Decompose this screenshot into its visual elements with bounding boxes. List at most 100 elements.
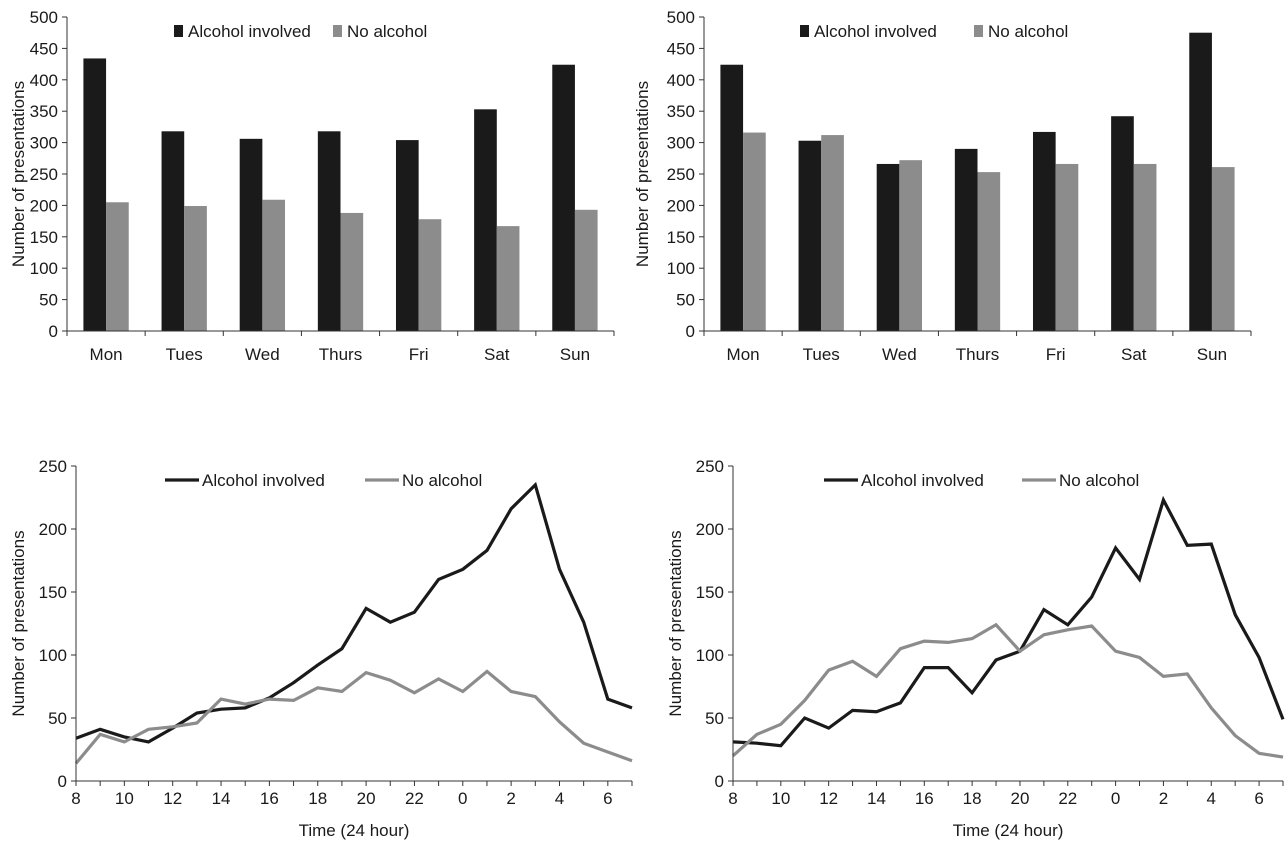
x-tick-label: 6	[603, 789, 612, 808]
x-tick-label: Mon	[90, 345, 123, 364]
bar-no-alcohol-thurs	[977, 172, 1001, 331]
bar-alcohol-involved-sat	[474, 109, 497, 331]
y-tick-label: 350	[667, 102, 695, 121]
x-tick-label: Fri	[1046, 345, 1066, 364]
x-tick-label: Sun	[560, 345, 590, 364]
x-axis-title: Time (24 hour)	[953, 821, 1064, 840]
bar-alcohol-involved-mon	[720, 64, 744, 331]
y-tick-label: 400	[30, 71, 58, 90]
legend-swatch	[800, 25, 809, 37]
y-tick-label: 400	[667, 71, 695, 90]
y-tick-label: 100	[696, 646, 724, 665]
bar-no-alcohol-sun	[574, 209, 598, 331]
legend-label: No alcohol	[1059, 471, 1139, 490]
y-tick-label: 500	[30, 8, 58, 27]
bar-alcohol-involved-wed	[239, 138, 263, 331]
y-tick-label: 300	[667, 134, 695, 153]
legend-swatch	[174, 25, 183, 37]
x-tick-label: 16	[915, 789, 934, 808]
y-tick-label: 200	[39, 520, 67, 539]
y-tick-label: 50	[48, 709, 67, 728]
legend-swatch	[333, 25, 342, 37]
x-tick-label: 10	[771, 789, 790, 808]
y-tick-label: 100	[39, 646, 67, 665]
y-tick-label: 200	[667, 196, 695, 215]
bar-alcohol-involved-mon	[83, 58, 107, 331]
bar-alcohol-involved-tues	[798, 140, 822, 331]
legend-label: Alcohol involved	[202, 471, 325, 490]
bar-alcohol-involved-thurs	[317, 131, 341, 331]
y-tick-label: 0	[686, 322, 695, 341]
x-tick-label: 0	[1111, 789, 1120, 808]
legend-item-alcohol-involved: Alcohol involved	[824, 471, 984, 490]
legend-item-no-alcohol: No alcohol	[365, 471, 482, 490]
x-tick-label: 16	[260, 789, 279, 808]
x-tick-label: 12	[163, 789, 182, 808]
legend-label: Alcohol involved	[861, 471, 984, 490]
y-tick-label: 50	[39, 291, 58, 310]
x-tick-label: Fri	[409, 345, 429, 364]
y-tick-label: 100	[30, 259, 58, 278]
y-axis-title: Number of presentations	[633, 81, 652, 267]
x-tick-label: 18	[308, 789, 327, 808]
y-axis-title: Number of presentations	[9, 530, 28, 716]
legend-swatch	[974, 25, 983, 37]
y-tick-label: 450	[667, 39, 695, 58]
x-tick-label: 14	[212, 789, 231, 808]
y-tick-label: 250	[30, 165, 58, 184]
x-tick-label: 18	[963, 789, 982, 808]
x-axis-title: Time (24 hour)	[299, 821, 410, 840]
y-tick-label: 0	[715, 772, 724, 791]
y-tick-label: 0	[49, 322, 58, 341]
y-tick-label: 150	[39, 583, 67, 602]
legend-item-alcohol-involved: Alcohol involved	[165, 471, 325, 490]
y-tick-label: 350	[30, 102, 58, 121]
line-series-no-alcohol	[731, 622, 1284, 759]
x-tick-label: 20	[1010, 789, 1029, 808]
y-tick-label: 200	[696, 520, 724, 539]
bar-alcohol-involved-fri	[395, 140, 419, 331]
line-series-no-alcohol	[74, 669, 633, 765]
chart-panel-1: 0 50 100 150 200 250 300 350 400 450 500 Number of …	[9, 8, 615, 364]
bar-alcohol-involved-thurs	[954, 148, 978, 331]
y-tick-label: 450	[30, 39, 58, 58]
x-tick-label: 2	[506, 789, 515, 808]
legend-item-no-alcohol: No alcohol	[1022, 471, 1139, 490]
x-tick-label: Mon	[727, 345, 760, 364]
bar-alcohol-involved-tues	[161, 131, 185, 331]
y-tick-label: 150	[30, 228, 58, 247]
bar-no-alcohol-fri	[418, 219, 442, 331]
legend-label: No alcohol	[988, 22, 1068, 41]
legend-item-alcohol-involved: Alcohol involved	[800, 22, 937, 41]
bar-no-alcohol-sat	[496, 226, 520, 331]
bar-alcohol-involved-sun	[552, 64, 575, 331]
x-tick-label: Tues	[166, 345, 203, 364]
x-tick-label: Wed	[245, 345, 280, 364]
legend-item-no-alcohol: No alcohol	[974, 22, 1068, 41]
x-tick-label: Sat	[1121, 345, 1147, 364]
y-tick-label: 150	[667, 228, 695, 247]
x-tick-label: 12	[819, 789, 838, 808]
bar-alcohol-involved-wed	[876, 163, 900, 331]
x-tick-label: 8	[728, 789, 737, 808]
legend-label: No alcohol	[347, 22, 427, 41]
x-tick-label: 10	[115, 789, 134, 808]
x-tick-label: 4	[555, 789, 564, 808]
bar-no-alcohol-sun	[1211, 167, 1235, 331]
bar-no-alcohol-thurs	[340, 212, 364, 331]
y-tick-label: 50	[676, 291, 695, 310]
x-tick-label: Wed	[882, 345, 917, 364]
y-tick-label: 250	[667, 165, 695, 184]
legend-item-alcohol-involved: Alcohol involved	[174, 22, 311, 41]
line-series-alcohol-involved	[732, 495, 1285, 748]
legend-label: Alcohol involved	[814, 22, 937, 41]
x-tick-label: 2	[1159, 789, 1168, 808]
y-tick-label: 250	[696, 457, 724, 476]
bar-no-alcohol-sat	[1133, 163, 1157, 331]
line-series-alcohol-involved	[75, 481, 633, 744]
x-tick-label: 8	[71, 789, 80, 808]
legend-label: Alcohol involved	[188, 22, 311, 41]
bar-no-alcohol-fri	[1055, 163, 1079, 331]
y-tick-label: 300	[30, 134, 58, 153]
